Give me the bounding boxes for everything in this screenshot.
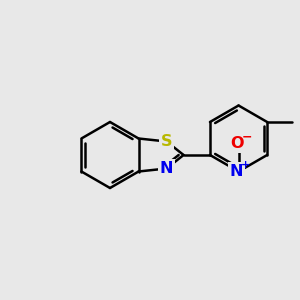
- Text: O: O: [230, 136, 243, 151]
- Text: −: −: [241, 131, 252, 144]
- Text: +: +: [241, 160, 250, 170]
- Text: N: N: [230, 164, 243, 179]
- Text: N: N: [160, 161, 173, 176]
- Text: S: S: [161, 134, 172, 149]
